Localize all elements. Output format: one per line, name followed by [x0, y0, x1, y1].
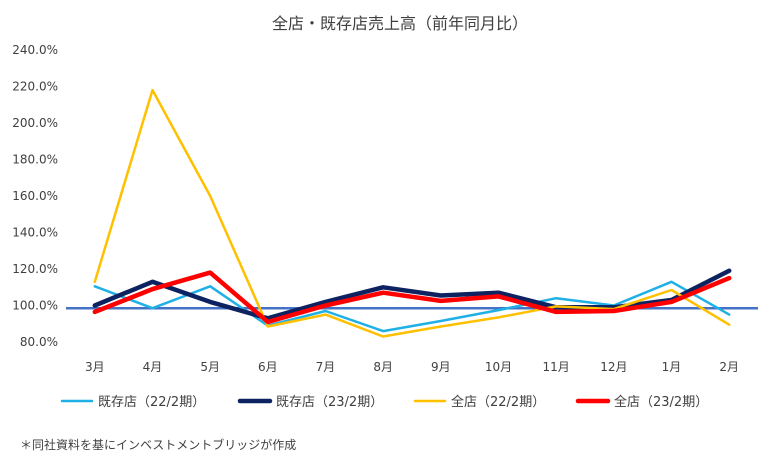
legend-label: 全店（22/2期） [451, 394, 545, 410]
x-tick-label: 3月 [85, 360, 105, 374]
chart-title: 全店・既存店売上高（前年同月比） [272, 14, 528, 33]
footnote: ＊同社資料を基にインベストメントブリッジが作成 [20, 438, 297, 452]
series-line-2 [93, 88, 731, 338]
y-axis-ticks: 80.0% 100.0% 120.0% 140.0% 160.0% 180.0% 200.0… [12, 43, 58, 349]
x-tick-label: 4月 [143, 360, 163, 374]
y-tick-label: 80.0% [20, 335, 58, 349]
y-tick-label: 120.0% [12, 262, 58, 276]
legend: 既存店（22/2期） 既存店（23/2期） 全店（22/2期） 全店（23/2期） [60, 394, 708, 410]
series-line-0 [93, 280, 731, 333]
series-lines [92, 88, 732, 338]
y-tick-label: 100.0% [12, 299, 58, 313]
y-tick-label: 160.0% [12, 189, 58, 203]
legend-label: 既存店（22/2期） [98, 395, 205, 410]
x-axis-ticks: 3月 4月 5月 6月 7月 8月 9月 10月 11月 12月 1月 2月 [85, 360, 739, 374]
y-tick-label: 140.0% [12, 226, 58, 240]
x-tick-label: 8月 [373, 360, 393, 374]
series-line-3 [92, 270, 732, 325]
legend-label: 全店（23/2期） [614, 394, 708, 410]
y-tick-label: 240.0% [12, 43, 58, 57]
y-tick-label: 180.0% [12, 153, 58, 167]
x-tick-label: 7月 [316, 360, 336, 374]
x-tick-label: 6月 [258, 360, 278, 374]
x-tick-label: 9月 [431, 360, 451, 374]
x-tick-label: 10月 [485, 360, 512, 374]
x-tick-label: 1月 [662, 360, 682, 374]
y-tick-label: 200.0% [12, 116, 58, 130]
x-tick-label: 12月 [600, 360, 627, 374]
y-tick-label: 220.0% [12, 80, 58, 94]
x-tick-label: 11月 [543, 360, 570, 374]
x-tick-label: 5月 [200, 360, 220, 374]
legend-label: 既存店（23/2期） [276, 395, 383, 410]
x-tick-label: 2月 [719, 360, 739, 374]
